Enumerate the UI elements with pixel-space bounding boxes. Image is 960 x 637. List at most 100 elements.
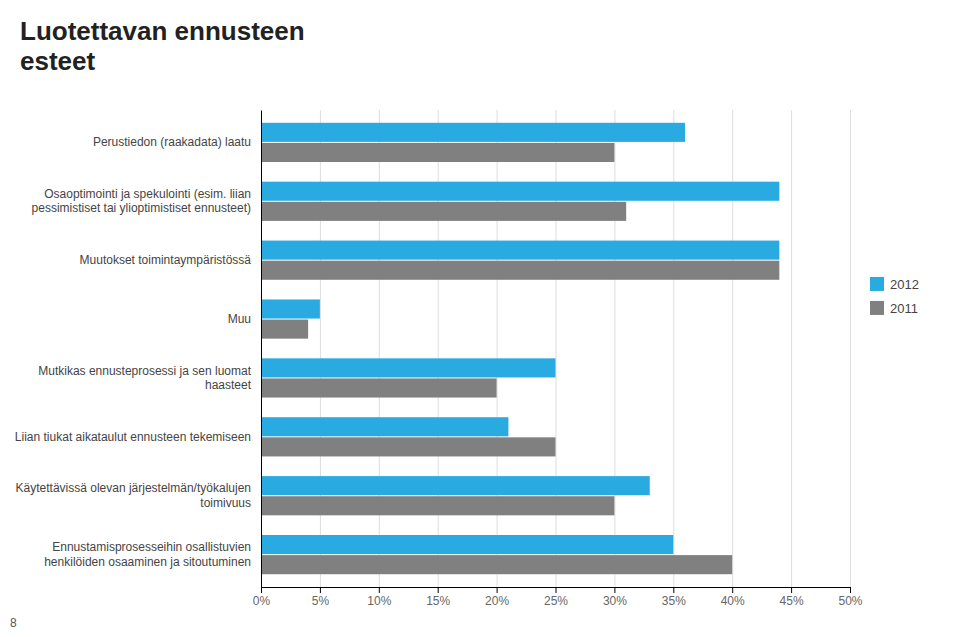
x-tick-label: 0% <box>253 594 271 608</box>
x-tick-label: 50% <box>838 594 862 608</box>
grid-line <box>614 110 615 587</box>
x-tick-mark <box>556 587 557 593</box>
category-label-line: Ennustamisprosesseihin osallistuvien <box>52 540 251 554</box>
category-label-line: Osaoptimointi ja spekulointi (esim. liia… <box>44 187 251 201</box>
x-tick: 0% <box>253 587 271 608</box>
y-tick: Käytettävissä olevan järjestelmän/työkal… <box>16 481 251 509</box>
category-label: Ennustamisprosesseihin osallistuvienhenk… <box>44 540 251 568</box>
grid-line <box>556 110 557 587</box>
y-axis: Perustiedon (raakadata) laatu Osaoptimoin… <box>15 111 262 588</box>
grid-tick <box>850 110 851 587</box>
grid-tick <box>614 110 615 587</box>
grid-line <box>732 110 733 587</box>
category-label: Käytettävissä olevan järjestelmän/työkal… <box>16 481 251 509</box>
bar-series <box>261 143 779 574</box>
grid-tick <box>791 110 792 587</box>
x-tick-label: 10% <box>367 594 391 608</box>
grid-line <box>791 110 792 587</box>
grid-line <box>850 110 851 587</box>
category-label-line: Käytettävissä olevan järjestelmän/työkal… <box>16 481 251 495</box>
grid-tick <box>379 110 380 587</box>
bar <box>261 299 320 318</box>
category-label-line: haasteet <box>205 378 252 392</box>
legend-label: 2012 <box>890 277 919 292</box>
grid-tick <box>732 110 733 587</box>
grid-line <box>261 110 262 587</box>
category-label-line: Muu <box>228 312 251 326</box>
grid-tick <box>556 110 557 587</box>
legend-label: 2011 <box>890 301 918 316</box>
x-tick-mark <box>261 587 262 593</box>
y-tick: Liian tiukat aikataulut ennusteen tekemi… <box>15 430 251 444</box>
category-label: Perustiedon (raakadata) laatu <box>93 135 251 149</box>
bar-series <box>261 123 779 554</box>
bar <box>261 358 556 377</box>
category-label-line: Liian tiukat aikataulut ennusteen tekemi… <box>15 430 251 444</box>
y-tick: Ennustamisprosesseihin osallistuvienhenk… <box>44 540 251 568</box>
footnote: 8 <box>10 616 17 630</box>
category-label: Osaoptimointi ja spekulointi (esim. liia… <box>32 187 251 215</box>
y-tick: Muutokset toimintaympäristössä <box>80 253 252 267</box>
legend-swatch <box>870 277 884 291</box>
x-tick-label: 45% <box>780 594 804 608</box>
bar <box>261 417 508 436</box>
x-tick-label: 40% <box>721 594 745 608</box>
bars <box>261 123 779 574</box>
x-tick: 15% <box>426 587 450 608</box>
x-tick: 5% <box>312 587 330 608</box>
grid-line <box>320 110 321 587</box>
category-label: Mutkikas ennusteprosessi ja sen luomatha… <box>38 364 251 392</box>
grid-tick <box>320 110 321 587</box>
grid-tick <box>261 110 262 587</box>
y-tick: Osaoptimointi ja spekulointi (esim. liia… <box>32 187 251 215</box>
grid <box>262 110 851 587</box>
x-tick-label: 20% <box>485 594 509 608</box>
grid-line <box>379 110 380 587</box>
x-tick: 35% <box>662 587 686 608</box>
x-tick: 30% <box>603 587 627 608</box>
bar <box>261 143 614 162</box>
x-tick-mark <box>732 587 733 593</box>
bar <box>261 182 779 201</box>
x-tick-label: 15% <box>426 594 450 608</box>
x-tick-mark <box>379 587 380 593</box>
category-label-line: Mutkikas ennusteprosessi ja sen luomat <box>38 364 251 378</box>
y-tick: Muu <box>228 312 251 326</box>
bar <box>261 378 497 397</box>
grid-tick <box>438 110 439 587</box>
x-tick-mark <box>320 587 321 593</box>
legend-swatch <box>870 301 884 315</box>
x-tick-mark <box>497 587 498 593</box>
x-tick-label: 5% <box>312 594 330 608</box>
x-tick-label: 35% <box>662 594 686 608</box>
x-tick-mark <box>614 587 615 593</box>
category-label-line: Muutokset toimintaympäristössä <box>80 253 252 267</box>
grid-line <box>497 110 498 587</box>
plot: 0% 5% 10% 15% 20% 25% 30% 35% 40% 45% 50% Perustied… <box>15 110 863 608</box>
bar <box>261 320 308 339</box>
x-tick: 40% <box>721 587 745 608</box>
x-tick: 10% <box>367 587 391 608</box>
legend: 2012 2011 <box>870 277 919 316</box>
bar <box>261 476 650 495</box>
category-label: Muu <box>228 312 251 326</box>
category-label-line: Perustiedon (raakadata) laatu <box>93 135 251 149</box>
x-tick-mark <box>673 587 674 593</box>
title-line: esteet <box>20 46 95 76</box>
bar <box>261 123 685 142</box>
bar <box>261 535 673 554</box>
x-tick-mark <box>438 587 439 593</box>
legend-item: 2012 <box>870 277 919 292</box>
bar <box>261 241 779 260</box>
y-axis-line <box>261 111 262 588</box>
x-tick-mark <box>791 587 792 593</box>
x-tick-label: 25% <box>544 594 568 608</box>
legend-item: 2011 <box>870 301 918 316</box>
grid-tick <box>497 110 498 587</box>
bar <box>261 261 779 280</box>
bar <box>261 202 626 221</box>
x-tick-mark <box>850 587 851 593</box>
x-tick: 20% <box>485 587 509 608</box>
grid-line <box>438 110 439 587</box>
bar <box>261 496 614 515</box>
